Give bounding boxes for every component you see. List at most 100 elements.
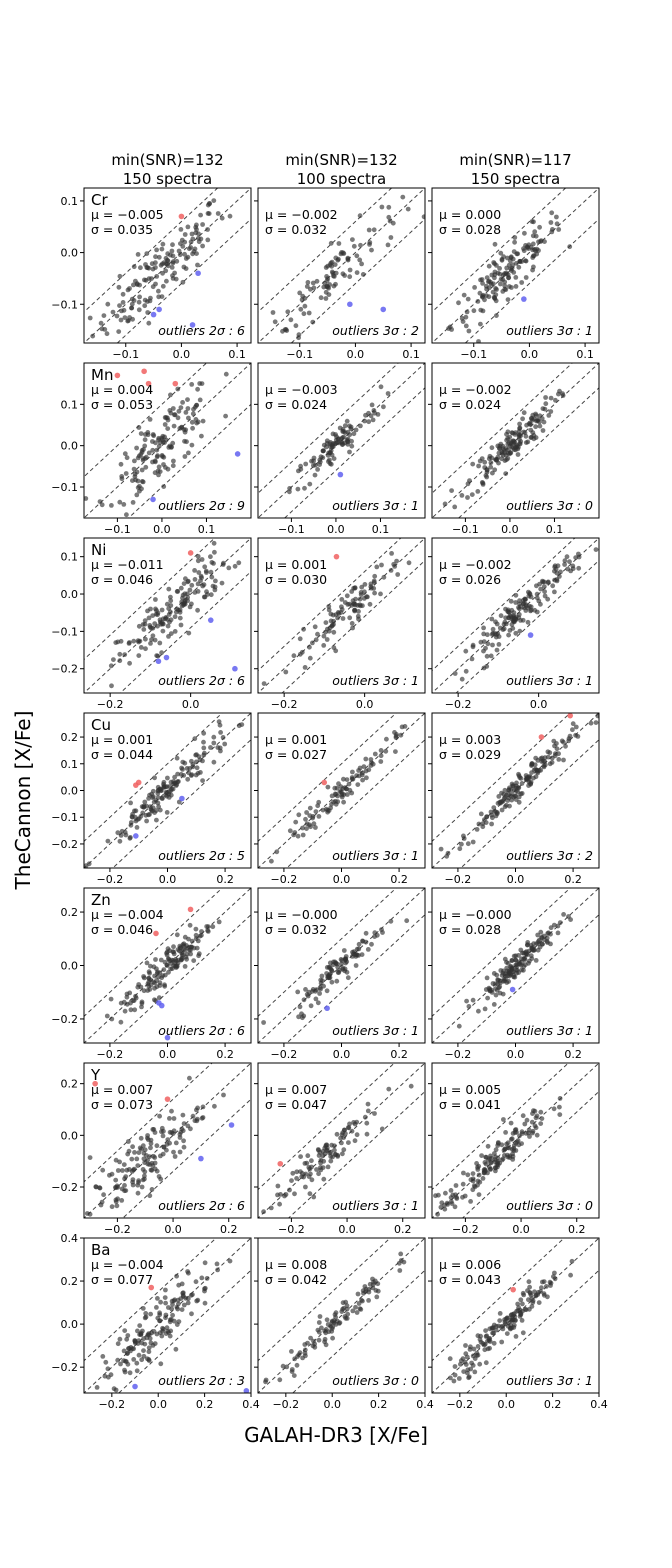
data-point	[128, 822, 134, 828]
data-point	[483, 987, 489, 992]
data-point	[502, 283, 508, 289]
data-point	[520, 1113, 526, 1119]
element-label: Zn	[91, 891, 111, 909]
data-point	[177, 1132, 183, 1137]
data-point	[521, 964, 527, 969]
data-point	[538, 767, 544, 773]
data-point	[476, 339, 481, 343]
data-point	[322, 1328, 328, 1334]
data-point	[180, 244, 186, 249]
x-tick-label: 0.2	[390, 1048, 408, 1061]
data-point	[534, 1132, 540, 1138]
plot-area	[258, 1063, 425, 1218]
data-point	[468, 1366, 474, 1372]
data-point	[359, 772, 365, 778]
upper-bound-line	[432, 713, 571, 842]
data-point	[341, 429, 346, 434]
data-point	[364, 1120, 370, 1126]
data-point	[270, 310, 276, 315]
x-tick-label: 0.1	[372, 523, 390, 536]
data-point	[499, 257, 505, 263]
x-tick-label: 0.2	[216, 1048, 234, 1061]
data-point	[509, 285, 514, 290]
data-point	[536, 1300, 542, 1305]
low-outlier-point	[132, 1383, 138, 1390]
data-point	[535, 758, 541, 763]
sigma-label: σ = 0.032	[265, 222, 327, 237]
data-point	[494, 647, 500, 653]
data-point	[545, 940, 550, 945]
element-label: Y	[90, 1066, 101, 1084]
data-point	[161, 781, 166, 787]
data-point	[182, 429, 188, 435]
data-point	[461, 292, 467, 298]
data-point	[324, 637, 330, 642]
data-point	[162, 983, 168, 989]
data-point	[476, 821, 482, 827]
data-point	[346, 1125, 351, 1130]
data-point	[516, 434, 522, 439]
data-point	[333, 1314, 338, 1320]
y-tick-label: −0.2	[51, 1013, 78, 1026]
data-point	[317, 991, 322, 996]
data-point	[172, 1154, 178, 1159]
data-point	[355, 782, 361, 787]
data-point	[308, 1335, 313, 1341]
data-point	[280, 1363, 286, 1369]
data-point	[167, 1333, 173, 1339]
data-point	[329, 801, 334, 807]
x-tick-label: −0.1	[104, 523, 131, 536]
data-point	[290, 1170, 296, 1176]
data-point	[483, 1328, 488, 1333]
data-point	[507, 628, 513, 633]
data-point	[136, 623, 142, 629]
data-point	[164, 1325, 170, 1331]
data-point	[475, 1165, 480, 1170]
panel-frame	[83, 1237, 252, 1394]
data-point	[203, 568, 209, 574]
data-point	[481, 631, 487, 637]
data-point	[219, 215, 225, 221]
data-point	[172, 270, 178, 276]
high-outlier-point	[567, 713, 574, 719]
data-point	[208, 745, 213, 750]
data-point	[308, 1003, 314, 1009]
data-point	[393, 735, 399, 740]
data-point	[211, 759, 217, 765]
data-point	[502, 1153, 507, 1158]
data-point	[138, 431, 144, 436]
low-outlier-point	[527, 632, 534, 638]
data-point	[127, 660, 132, 666]
data-point	[339, 604, 344, 610]
data-point	[567, 244, 573, 250]
data-point	[196, 754, 202, 759]
data-point	[505, 798, 511, 803]
data-point	[324, 274, 329, 279]
data-point	[186, 936, 191, 942]
data-point	[155, 610, 161, 616]
data-point	[520, 617, 526, 623]
data-point	[195, 419, 201, 425]
data-point	[496, 642, 502, 647]
data-point	[341, 799, 346, 805]
data-point	[145, 310, 151, 315]
data-point	[297, 290, 303, 296]
data-point	[534, 767, 540, 773]
data-point	[550, 583, 556, 589]
data-point	[118, 317, 124, 323]
y-axis-label: TheCannon [X/Fe]	[11, 711, 35, 891]
data-point	[540, 1279, 545, 1285]
data-point	[557, 1096, 563, 1101]
data-point	[165, 257, 170, 263]
lower-bound-line	[127, 403, 251, 518]
data-point	[150, 633, 156, 639]
data-point	[104, 1013, 110, 1019]
data-point	[463, 1351, 469, 1357]
data-point	[168, 779, 174, 785]
data-point	[325, 1322, 331, 1327]
y-tick-label: −0.1	[51, 298, 78, 311]
